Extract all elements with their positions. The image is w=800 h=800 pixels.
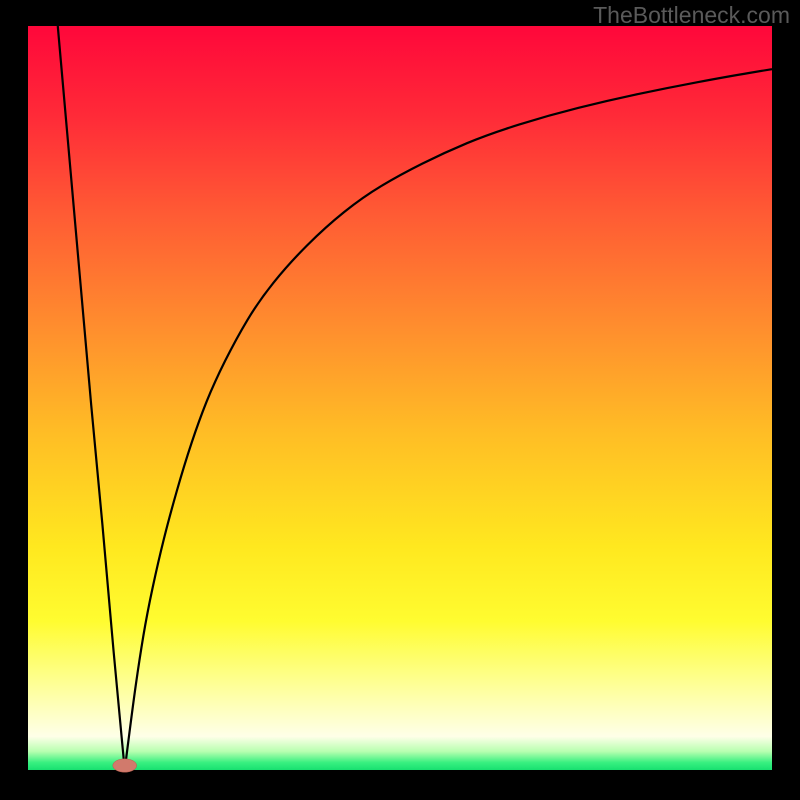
bottleneck-chart — [0, 0, 800, 800]
chart-container: TheBottleneck.com — [0, 0, 800, 800]
optimal-marker — [113, 759, 137, 772]
watermark-text: TheBottleneck.com — [593, 2, 790, 29]
